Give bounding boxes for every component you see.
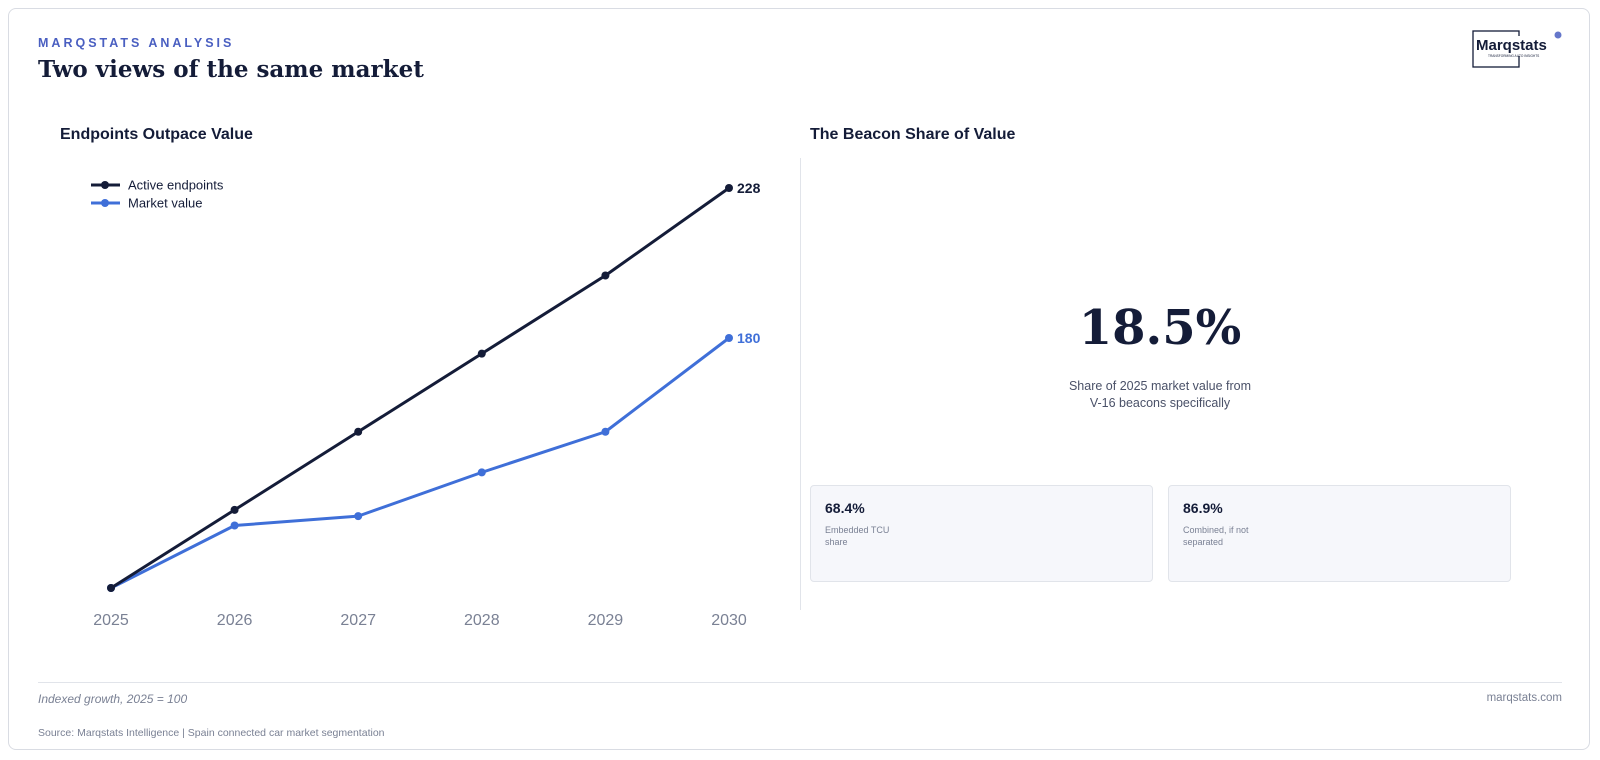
data-point	[601, 271, 610, 280]
description-line-1: Share of 2025 market value from	[1068, 379, 1252, 393]
data-point	[725, 184, 733, 192]
marqstats-logo: Marqstats TRANSFORMING AUTO INSIGHTS	[1472, 30, 1562, 68]
data-point	[477, 349, 486, 358]
x-tick-label: 2028	[464, 612, 500, 629]
source-note: Source: Marqstats Intelligence | Spain c…	[38, 727, 385, 739]
footer-site-link[interactable]: marqstats.com	[1486, 692, 1562, 704]
line-chart: 2025 2026 2027 2028 2029 2030 180 228 Active end…	[91, 178, 761, 629]
page-title: Two views of the same market	[38, 56, 424, 83]
x-tick-label: 2029	[588, 612, 624, 629]
stat-card-label: Combined, if not separated	[1183, 525, 1249, 547]
beacon-share-description: Share of 2025 market value from V-16 bea…	[1040, 378, 1280, 412]
stat-card-value: 86.9%	[1183, 500, 1223, 516]
data-point	[107, 584, 115, 592]
footer-note: Indexed growth, 2025 = 100	[38, 692, 188, 706]
panel-divider	[800, 158, 801, 610]
data-point	[354, 512, 363, 521]
x-tick-label: 2030	[711, 612, 747, 629]
data-point	[230, 505, 239, 514]
x-tick-label: 2027	[340, 612, 376, 629]
series-line-market-value	[110, 336, 730, 590]
legend-marker	[101, 199, 109, 207]
report-card	[8, 8, 1590, 750]
stat-card-combined: 86.9% Combined, if not separated	[1168, 485, 1511, 582]
footer-divider	[38, 682, 1562, 683]
left-chart-title: Endpoints Outpace Value	[60, 126, 253, 143]
eyebrow-label: MARQSTATS ANALYSIS	[38, 36, 235, 50]
series-line-active-endpoints	[110, 186, 730, 590]
stat-card-embedded-tcu: 68.4% Embedded TCU share	[810, 485, 1153, 582]
legend-label: Active endpoints	[128, 178, 224, 193]
description-line-2: V-16 beacons specifically	[1089, 396, 1231, 410]
data-point	[354, 427, 363, 436]
legend-label: Market value	[128, 196, 202, 211]
stat-card-value: 68.4%	[825, 500, 865, 516]
x-tick-label: 2026	[217, 612, 253, 629]
data-point	[230, 521, 239, 530]
beacon-share-stat: 18.5%	[1078, 300, 1242, 356]
right-panel-title: The Beacon Share of Value	[810, 126, 1016, 143]
stat-card-label: Embedded TCU share	[825, 525, 890, 547]
end-value-label: 180	[737, 330, 761, 346]
data-point	[725, 334, 733, 342]
x-tick-label: 2025	[93, 612, 129, 629]
data-point	[477, 468, 486, 477]
end-value-label: 228	[737, 180, 761, 196]
logo-text: Marqstats	[1476, 37, 1547, 54]
legend-marker	[101, 181, 109, 189]
logo-tagline: TRANSFORMING AUTO INSIGHTS	[1488, 54, 1539, 58]
data-point	[601, 427, 610, 436]
